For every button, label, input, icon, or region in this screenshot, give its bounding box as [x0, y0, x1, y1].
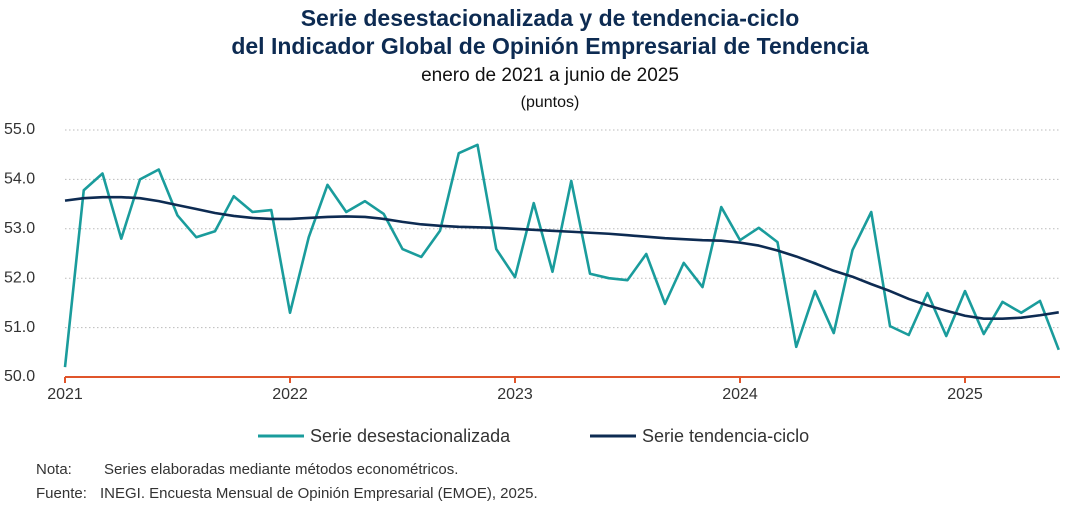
source-text: INEGI. Encuesta Mensual de Opinión Empre… — [100, 485, 538, 502]
y-tick-label: 54.0 — [4, 171, 35, 188]
x-tick-label: 2022 — [272, 386, 308, 403]
y-tick-label: 52.0 — [4, 269, 35, 286]
chart-title: del Indicador Global de Opinión Empresar… — [231, 33, 869, 59]
y-tick-label: 50.0 — [4, 368, 35, 385]
chart-title: Serie desestacionalizada y de tendencia-… — [301, 5, 800, 31]
series-line — [63, 143, 1060, 368]
y-tick-label: 53.0 — [4, 220, 35, 237]
series-line — [64, 195, 1059, 321]
x-tick-label: 2024 — [722, 386, 758, 403]
unit-label: (puntos) — [521, 94, 580, 111]
x-tick-label: 2023 — [497, 386, 533, 403]
note-label: Nota: — [36, 461, 72, 478]
legend-label: Serie desestacionalizada — [310, 426, 511, 446]
source-label: Fuente: — [36, 485, 87, 502]
y-tick-label: 55.0 — [4, 121, 35, 138]
chart-subtitle: enero de 2021 a junio de 2025 — [421, 65, 679, 86]
x-tick-label: 2025 — [947, 386, 983, 403]
note-text: Series elaboradas mediante métodos econo… — [104, 461, 458, 478]
legend-label: Serie tendencia-ciclo — [642, 426, 809, 446]
y-tick-label: 51.0 — [4, 319, 35, 336]
x-tick-label: 2021 — [47, 386, 83, 403]
